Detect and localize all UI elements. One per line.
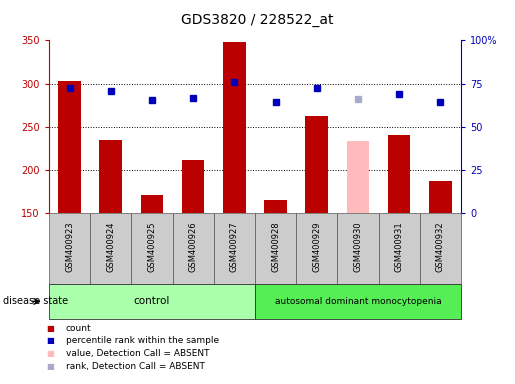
Text: ■: ■ xyxy=(46,349,54,358)
Text: GSM400927: GSM400927 xyxy=(230,222,239,272)
Text: GSM400926: GSM400926 xyxy=(188,222,198,272)
Text: GSM400930: GSM400930 xyxy=(353,222,363,272)
Bar xyxy=(182,160,204,213)
Bar xyxy=(305,116,328,213)
Bar xyxy=(141,195,163,213)
Text: count: count xyxy=(66,324,92,333)
Text: GSM400932: GSM400932 xyxy=(436,222,445,272)
Text: GSM400929: GSM400929 xyxy=(312,222,321,272)
Bar xyxy=(388,136,410,213)
Text: GDS3820 / 228522_at: GDS3820 / 228522_at xyxy=(181,13,334,27)
Text: GSM400923: GSM400923 xyxy=(65,222,74,272)
Text: ■: ■ xyxy=(46,362,54,371)
Bar xyxy=(99,140,122,213)
Text: value, Detection Call = ABSENT: value, Detection Call = ABSENT xyxy=(66,349,210,358)
Bar xyxy=(223,42,246,213)
Bar xyxy=(58,81,81,213)
Text: GSM400931: GSM400931 xyxy=(394,222,404,272)
Text: ■: ■ xyxy=(46,324,54,333)
Bar xyxy=(264,200,287,213)
Text: GSM400924: GSM400924 xyxy=(106,222,115,272)
Bar xyxy=(347,141,369,213)
Text: autosomal dominant monocytopenia: autosomal dominant monocytopenia xyxy=(274,297,441,306)
Text: GSM400925: GSM400925 xyxy=(147,222,157,272)
Text: percentile rank within the sample: percentile rank within the sample xyxy=(66,336,219,346)
Text: disease state: disease state xyxy=(3,296,67,306)
Text: GSM400928: GSM400928 xyxy=(271,222,280,272)
Text: rank, Detection Call = ABSENT: rank, Detection Call = ABSENT xyxy=(66,362,205,371)
Bar xyxy=(429,181,452,213)
Text: control: control xyxy=(134,296,170,306)
Text: ■: ■ xyxy=(46,336,54,346)
